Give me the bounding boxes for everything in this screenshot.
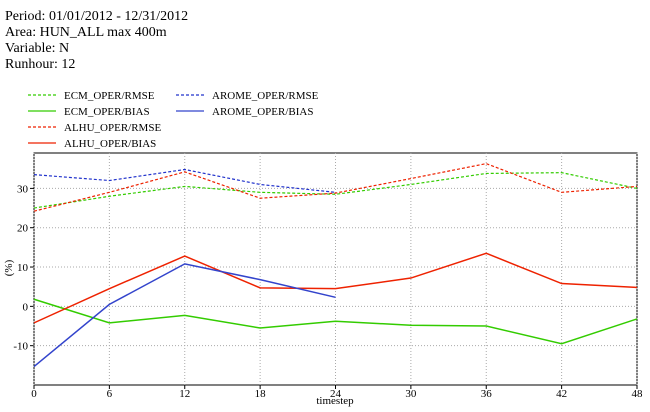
y-tick-label: 30 [17,183,29,195]
y-tick-label: 20 [17,223,29,235]
series-line [33,172,638,209]
x-tick-label: 6 [107,388,113,400]
series-line [33,252,638,324]
legend-label: ECM_OPER/RMSE [64,90,155,102]
series-line [33,162,638,212]
x-tick-label: 12 [179,388,190,400]
x-axis-label: timestep [316,395,354,407]
series-line [33,263,336,368]
legend-label: ALHU_OPER/RMSE [64,122,161,134]
series-line [33,168,336,193]
header-line: Period: 01/01/2012 - 12/31/2012 [5,9,188,24]
legend-label: AROME_OPER/BIAS [212,106,313,118]
y-axis-label: (%) [3,259,15,276]
x-tick-label: 48 [632,388,644,400]
x-tick-label: 30 [405,388,417,400]
x-tick-label: 18 [255,388,267,400]
legend-label: AROME_OPER/RMSE [212,90,319,102]
series-line [33,298,638,345]
y-tick-label: 10 [17,262,29,274]
x-tick-label: 0 [31,388,37,400]
x-tick-label: 24 [330,388,342,400]
x-tick-label: 36 [481,388,493,400]
header-line: Variable: N [5,41,69,56]
y-tick-label: -10 [13,341,28,353]
header-line: Area: HUN_ALL max 400m [5,25,167,40]
x-tick-label: 42 [556,388,567,400]
legend-label: ECM_OPER/BIAS [64,106,150,118]
header-line: Runhour: 12 [5,57,75,72]
legend-label: ALHU_OPER/BIAS [64,138,156,150]
plot-area [33,152,638,386]
y-tick-label: 0 [23,301,29,313]
